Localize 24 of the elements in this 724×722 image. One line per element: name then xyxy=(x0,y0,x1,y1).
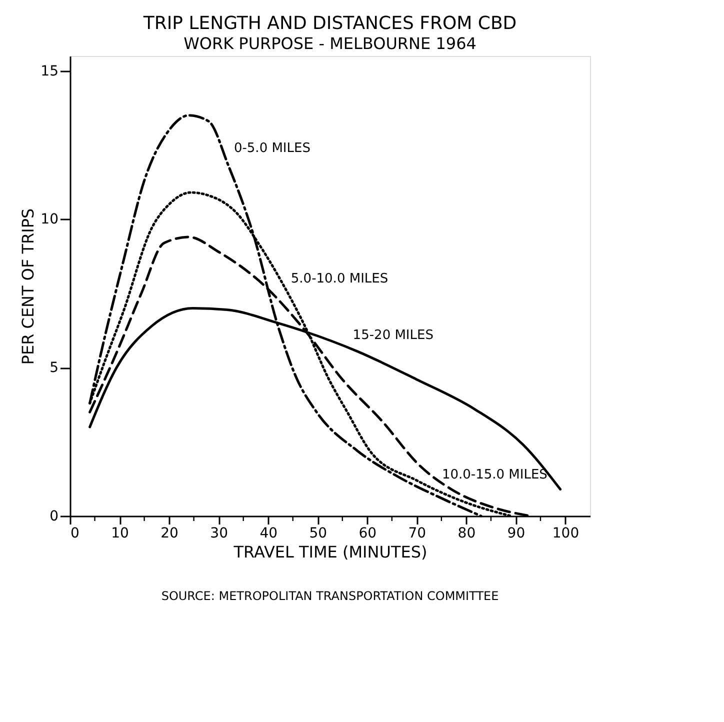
series-label: 0-5.0 MILES xyxy=(234,141,310,156)
y-axis-title: PER CENT OF TRIPS xyxy=(18,208,38,365)
x-tick-label: 20 xyxy=(160,526,178,542)
chart-title: TRIP LENGTH AND DISTANCES FROM CBD xyxy=(142,13,517,34)
x-tick-label: 90 xyxy=(507,526,526,542)
x-tick-label: 30 xyxy=(210,526,228,542)
series-label: 15-20 MILES xyxy=(352,328,434,343)
x-tick-label: 100 xyxy=(552,526,580,542)
y-tick-label: 10 xyxy=(40,212,58,228)
x-tick-label: 60 xyxy=(358,526,377,542)
y-tick-label: 0 xyxy=(50,508,58,524)
x-tick-label: 70 xyxy=(408,526,426,542)
source-note: SOURCE: METROPOLITAN TRANSPORTATION COMMITTEE xyxy=(161,589,499,603)
x-tick-label: 40 xyxy=(260,526,278,542)
y-tick-label: 15 xyxy=(40,63,58,80)
y-tick-label: 5 xyxy=(50,360,58,376)
x-tick-label: 50 xyxy=(309,526,328,542)
series-label: 5.0-10.0 MILES xyxy=(290,272,388,287)
x-tick-label: 0 xyxy=(70,526,80,542)
x-tick-label: 10 xyxy=(111,526,129,542)
series-label: 10.0-15.0 MILES xyxy=(442,467,548,482)
x-axis-title: TRAVEL TIME (MINUTES) xyxy=(232,542,428,562)
chart-subtitle: WORK PURPOSE - MELBOURNE 1964 xyxy=(184,34,476,53)
x-tick-label: 80 xyxy=(458,526,476,542)
